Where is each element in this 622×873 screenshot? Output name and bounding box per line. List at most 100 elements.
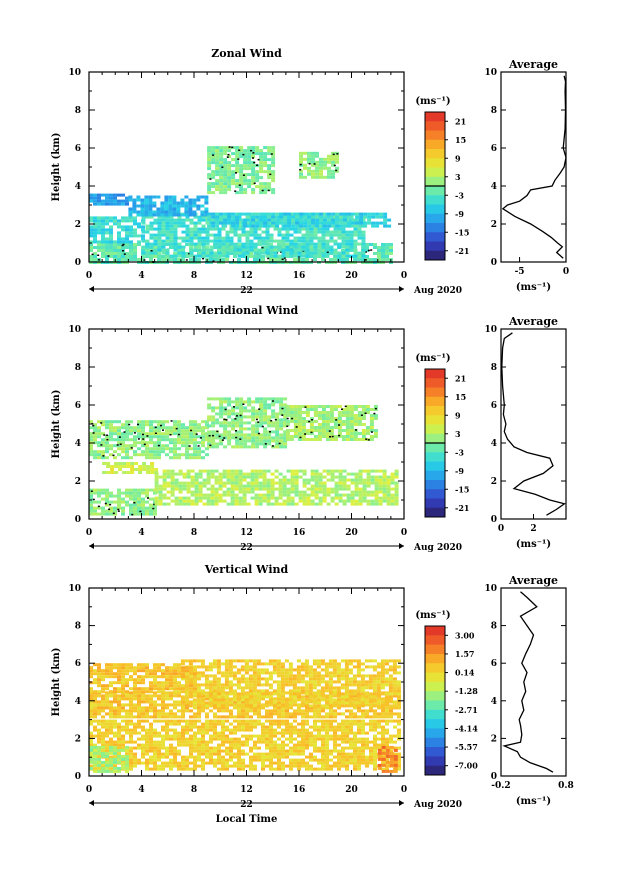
heatmap-cell <box>317 432 322 435</box>
heatmap-cell <box>105 703 109 707</box>
heatmap-cell <box>193 423 197 427</box>
heatmap-cell <box>329 236 334 240</box>
heatmap-cell <box>271 173 276 177</box>
heatmap-cell <box>251 182 256 186</box>
heatmap-cell <box>263 406 268 410</box>
heatmap-cell <box>325 239 330 243</box>
heatmap-cell <box>345 764 349 768</box>
heatmap-cell <box>219 173 224 177</box>
heatmap-cell <box>221 725 225 729</box>
heatmap-cell <box>277 731 281 735</box>
heatmap-cell <box>333 408 338 411</box>
heatmap-cell <box>230 472 235 476</box>
heatmap-cell <box>275 397 280 401</box>
heatmap-cell <box>161 227 166 231</box>
heatmap-cell <box>349 743 353 747</box>
heatmap-cell <box>249 725 253 729</box>
contour-mark <box>261 425 264 428</box>
colorbar-segment <box>425 489 445 499</box>
heatmap-cell <box>278 481 283 485</box>
heatmap-cell <box>281 722 285 726</box>
heatmap-cell <box>381 743 385 747</box>
heatmap-cell <box>207 415 212 419</box>
heatmap-cell <box>271 152 276 156</box>
heatmap-cell <box>353 420 358 423</box>
heatmap-cell <box>298 475 303 479</box>
heatmap-cell <box>165 728 169 732</box>
heatmap-cell <box>262 481 267 485</box>
heatmap-cell <box>243 436 248 440</box>
heatmap-cell <box>193 441 197 445</box>
heatmap-cell <box>121 237 125 241</box>
heatmap-cell <box>153 242 158 246</box>
heatmap-cell <box>201 218 206 222</box>
heatmap-cell <box>153 752 157 756</box>
heatmap-cell <box>382 487 387 491</box>
heatmap-cell <box>193 737 197 741</box>
heatmap-cell <box>229 749 233 753</box>
heatmap-cell <box>259 158 264 162</box>
heatmap-cell <box>249 737 253 741</box>
heatmap-cell <box>145 731 149 735</box>
heatmap-cell <box>290 478 295 482</box>
contour-mark <box>270 420 273 422</box>
heatmap-cell <box>165 749 169 753</box>
heatmap-cell <box>230 478 235 482</box>
heatmap-cell <box>341 725 345 729</box>
heatmap-cell <box>341 746 345 750</box>
heatmap-cell <box>182 502 187 506</box>
heatmap-cell <box>301 719 305 723</box>
heatmap-cell <box>153 731 157 735</box>
heatmap-cell <box>325 414 330 417</box>
heatmap-cell <box>313 245 318 249</box>
heatmap-cell <box>89 420 93 424</box>
heatmap-cell <box>361 746 365 750</box>
heatmap-cell <box>105 450 109 454</box>
contour-mark <box>239 414 242 417</box>
heatmap-cell <box>223 433 228 437</box>
heatmap-cell <box>89 506 93 510</box>
heatmap-cell <box>129 512 133 516</box>
heatmap-cell <box>281 740 285 744</box>
heatmap-cell <box>165 224 170 228</box>
heatmap-cell <box>353 743 357 747</box>
heatmap-cell <box>125 731 129 735</box>
heatmap-cell <box>247 403 252 407</box>
heatmap-cell <box>141 228 145 232</box>
heatmap-cell <box>317 761 321 765</box>
heatmap-cell <box>177 737 181 741</box>
heatmap-cell <box>283 424 288 428</box>
heatmap-cell <box>166 496 171 500</box>
heatmap-cell <box>153 746 157 750</box>
heatmap-cell <box>235 161 240 165</box>
heatmap-cell <box>365 258 369 261</box>
heatmap-cell <box>249 728 253 732</box>
contour-mark <box>364 251 367 253</box>
heatmap-cell <box>226 493 231 497</box>
heatmap-cell <box>205 239 210 243</box>
heatmap-cell <box>193 719 197 723</box>
heatmap-cell <box>389 737 393 741</box>
heatmap-cell <box>207 149 212 153</box>
heatmap-cell <box>215 224 220 228</box>
heatmap-cell <box>145 694 149 698</box>
heatmap-cell <box>237 236 242 240</box>
heatmap-cell <box>149 737 153 741</box>
contour-mark <box>142 433 144 436</box>
colorbar-segment <box>425 112 445 122</box>
heatmap-cell <box>113 715 117 719</box>
heatmap-cell <box>125 429 129 433</box>
heatmap-cell <box>239 218 244 222</box>
heatmap-cell <box>345 426 350 429</box>
heatmap-cell <box>219 155 224 159</box>
heatmap-cell <box>169 242 174 246</box>
heatmap-cell <box>117 712 121 716</box>
heatmap-cell <box>217 722 221 726</box>
heatmap-cell <box>173 254 178 258</box>
heatmap-cell <box>253 230 258 234</box>
heatmap-cell <box>219 221 224 225</box>
heatmap-cell <box>310 487 315 491</box>
heatmap-cell <box>221 743 225 747</box>
heatmap-cell <box>136 213 141 217</box>
heatmap-cell <box>113 199 117 203</box>
